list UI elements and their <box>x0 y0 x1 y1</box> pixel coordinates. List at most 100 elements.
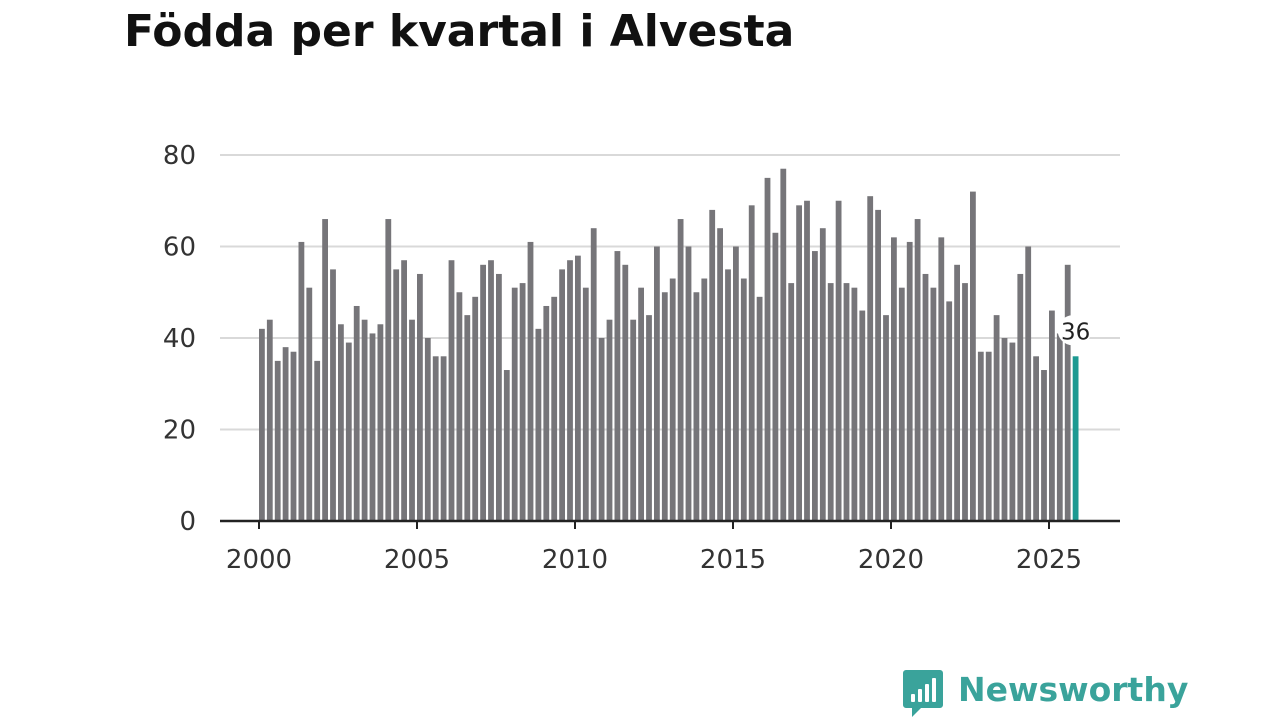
bar <box>843 283 850 521</box>
bar <box>306 287 313 521</box>
bar <box>835 200 842 521</box>
bar <box>930 287 937 521</box>
bar <box>709 209 716 521</box>
bar <box>377 324 384 521</box>
bar <box>259 328 265 521</box>
bar <box>819 228 826 521</box>
x-tick-label: 2025 <box>1016 545 1082 575</box>
bar <box>559 269 565 522</box>
bar <box>503 370 510 521</box>
bar <box>867 196 874 521</box>
bar <box>598 338 605 521</box>
bar <box>646 315 652 522</box>
bar <box>282 347 289 521</box>
bar <box>535 328 542 521</box>
bar <box>448 260 455 521</box>
x-tick-label: 2015 <box>700 545 766 575</box>
bar <box>788 283 795 521</box>
bar <box>575 255 581 521</box>
y-tick-label: 80 <box>163 141 196 171</box>
bar <box>977 351 984 521</box>
bar <box>338 324 344 521</box>
bar <box>393 269 400 522</box>
bar <box>827 283 834 521</box>
bar <box>685 246 692 521</box>
bar <box>266 319 273 521</box>
bar <box>330 269 336 522</box>
bar <box>614 251 621 521</box>
bar <box>480 264 486 521</box>
bar <box>772 232 779 521</box>
bar <box>630 319 637 521</box>
x-tick-label: 2010 <box>542 545 608 575</box>
newsworthy-logo-icon <box>903 670 943 717</box>
bar <box>424 338 431 521</box>
bar <box>962 283 968 521</box>
bar <box>898 287 905 521</box>
bar <box>1056 333 1063 521</box>
bar <box>274 360 281 522</box>
bar <box>1009 342 1016 521</box>
y-tick-label: 60 <box>163 233 196 263</box>
bar <box>551 296 558 521</box>
bar <box>638 287 644 521</box>
bar <box>290 351 297 521</box>
bar <box>440 356 447 521</box>
bar <box>1041 370 1047 521</box>
bar <box>804 200 810 521</box>
bar <box>590 228 597 521</box>
data-label-last-value: 36 <box>1061 319 1090 345</box>
brand-name: Newsworthy <box>958 670 1189 709</box>
bar <box>677 219 684 522</box>
bar <box>488 260 494 521</box>
newsworthy-brand: Newsworthy <box>903 668 1188 718</box>
bar <box>756 296 763 521</box>
bar <box>1017 273 1024 521</box>
bar <box>432 356 439 521</box>
y-axis-tick-labels: 0 20 40 60 80 <box>163 141 196 537</box>
bar <box>748 205 755 521</box>
bar <box>519 283 526 521</box>
bar <box>851 287 858 521</box>
bar <box>369 333 376 521</box>
bar <box>906 241 913 521</box>
data-label-background <box>1057 315 1092 346</box>
bar <box>985 351 992 521</box>
bar <box>322 219 328 522</box>
bar <box>606 319 613 521</box>
bar <box>914 219 921 522</box>
bar <box>812 251 818 521</box>
bar <box>954 264 960 521</box>
bar <box>938 237 945 521</box>
bar <box>527 241 534 521</box>
bar <box>385 219 392 522</box>
bar <box>654 246 660 521</box>
bar <box>1049 310 1055 521</box>
y-tick-label: 20 <box>163 416 196 446</box>
bar <box>764 177 771 522</box>
bar <box>725 269 731 522</box>
data-labels: 36 <box>1057 315 1092 346</box>
y-tick-label: 40 <box>163 324 196 354</box>
bar <box>401 260 407 521</box>
bar <box>1064 264 1071 521</box>
bar <box>409 319 415 521</box>
bar <box>1033 356 1039 521</box>
bar <box>669 278 676 521</box>
bar <box>472 296 479 521</box>
bar <box>883 315 889 522</box>
bar <box>353 305 360 521</box>
bar <box>314 360 321 522</box>
bar <box>361 319 368 521</box>
bar <box>456 292 463 521</box>
bar <box>717 228 723 521</box>
bar <box>345 342 352 521</box>
bar <box>970 191 976 521</box>
bar <box>464 315 471 522</box>
bar <box>511 287 518 521</box>
bar <box>891 237 897 521</box>
bars <box>259 168 1079 522</box>
bar <box>740 278 747 521</box>
bar <box>796 205 802 521</box>
bar <box>780 168 787 521</box>
